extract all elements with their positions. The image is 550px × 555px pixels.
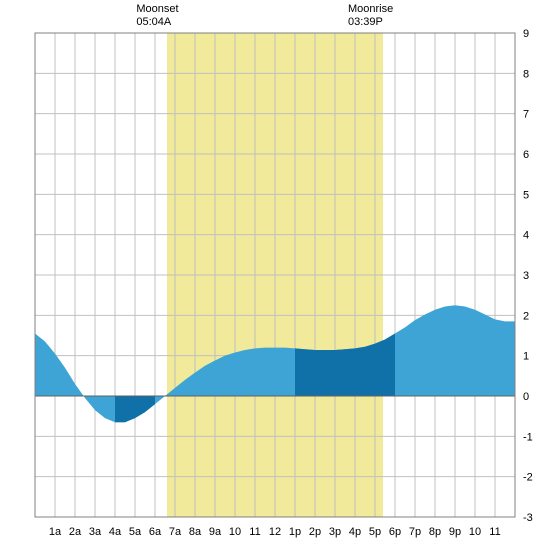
y-tick-label: 2 xyxy=(523,310,529,322)
x-tick-label: 6p xyxy=(389,526,401,538)
x-tick-label: 12 xyxy=(269,526,281,538)
y-tick-label: 1 xyxy=(523,351,529,363)
annotation-title: Moonset xyxy=(136,3,178,16)
y-tick-label: 0 xyxy=(523,391,529,403)
y-tick-label: 3 xyxy=(523,270,529,282)
x-tick-label: 7a xyxy=(169,526,182,538)
x-tick-label: 3p xyxy=(329,526,341,538)
annotation-title: Moonrise xyxy=(348,3,393,16)
y-tick-label: -2 xyxy=(523,472,533,484)
x-tick-label: 8a xyxy=(189,526,202,538)
x-tick-label: 2p xyxy=(309,526,321,538)
y-tick-label: -1 xyxy=(523,431,533,443)
x-tick-label: 11 xyxy=(489,526,500,538)
x-tick-label: 4p xyxy=(349,526,361,538)
y-tick-label: -3 xyxy=(523,512,533,524)
x-tick-label: 8p xyxy=(429,526,441,538)
y-tick-label: 9 xyxy=(523,28,529,40)
x-tick-label: 2a xyxy=(69,526,82,538)
x-tick-label: 4a xyxy=(109,526,122,538)
moonrise-annotation: Moonrise03:39P xyxy=(348,3,393,29)
annotation-time: 05:04A xyxy=(136,16,178,29)
y-tick-label: 8 xyxy=(523,68,529,80)
x-tick-label: 9p xyxy=(449,526,461,538)
tide-chart: -3-2-101234567891a2a3a4a5a6a7a8a9a101112… xyxy=(0,0,550,550)
y-tick-label: 7 xyxy=(523,109,529,121)
x-tick-label: 5a xyxy=(129,526,142,538)
x-tick-label: 1p xyxy=(289,526,301,538)
x-tick-label: 6a xyxy=(149,526,162,538)
moonset-annotation: Moonset05:04A xyxy=(136,3,178,29)
y-tick-label: 6 xyxy=(523,149,529,161)
x-tick-label: 1a xyxy=(49,526,62,538)
x-tick-label: 5p xyxy=(369,526,381,538)
x-tick-label: 11 xyxy=(249,526,260,538)
annotation-time: 03:39P xyxy=(348,16,393,29)
x-tick-label: 10 xyxy=(469,526,481,538)
x-tick-label: 9a xyxy=(209,526,222,538)
y-tick-label: 5 xyxy=(523,189,529,201)
y-tick-label: 4 xyxy=(523,230,529,242)
x-tick-label: 7p xyxy=(409,526,421,538)
x-tick-label: 3a xyxy=(89,526,102,538)
x-tick-label: 10 xyxy=(229,526,241,538)
